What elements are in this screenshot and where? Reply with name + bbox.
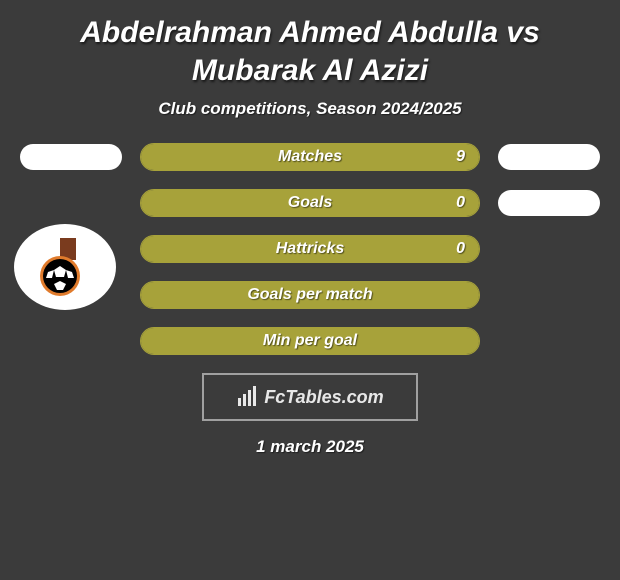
stat-value: 0 — [456, 236, 465, 262]
stat-row: Min per goal — [0, 327, 620, 355]
stat-bar: Hattricks0 — [140, 235, 480, 263]
left-pill — [20, 190, 122, 216]
branding-text: FcTables.com — [264, 387, 383, 408]
club-badge — [14, 224, 116, 310]
stat-row: Matches9 — [0, 143, 620, 171]
branding-box: FcTables.com — [202, 373, 418, 421]
stat-bar: Goals0 — [140, 189, 480, 217]
left-pill — [20, 144, 122, 170]
date-text: 1 march 2025 — [0, 437, 620, 457]
bar-chart-icon — [236, 386, 258, 408]
stat-label: Hattricks — [141, 236, 479, 262]
stat-label: Min per goal — [141, 328, 479, 354]
right-pill — [498, 236, 600, 262]
stat-bar: Goals per match — [140, 281, 480, 309]
subtitle: Club competitions, Season 2024/2025 — [0, 95, 620, 143]
stat-value: 0 — [456, 190, 465, 216]
stat-label: Matches — [141, 144, 479, 170]
stat-bar: Min per goal — [140, 327, 480, 355]
stat-row: Goals0 — [0, 189, 620, 217]
stat-value: 9 — [456, 144, 465, 170]
right-pill — [498, 144, 600, 170]
club-logo-icon — [30, 232, 100, 302]
stat-label: Goals per match — [141, 282, 479, 308]
left-pill — [20, 328, 122, 354]
stat-label: Goals — [141, 190, 479, 216]
stat-bar: Matches9 — [140, 143, 480, 171]
right-pill — [498, 190, 600, 216]
right-pill — [498, 328, 600, 354]
page-title: Abdelrahman Ahmed Abdulla vs Mubarak Al … — [0, 0, 620, 95]
right-pill — [498, 282, 600, 308]
